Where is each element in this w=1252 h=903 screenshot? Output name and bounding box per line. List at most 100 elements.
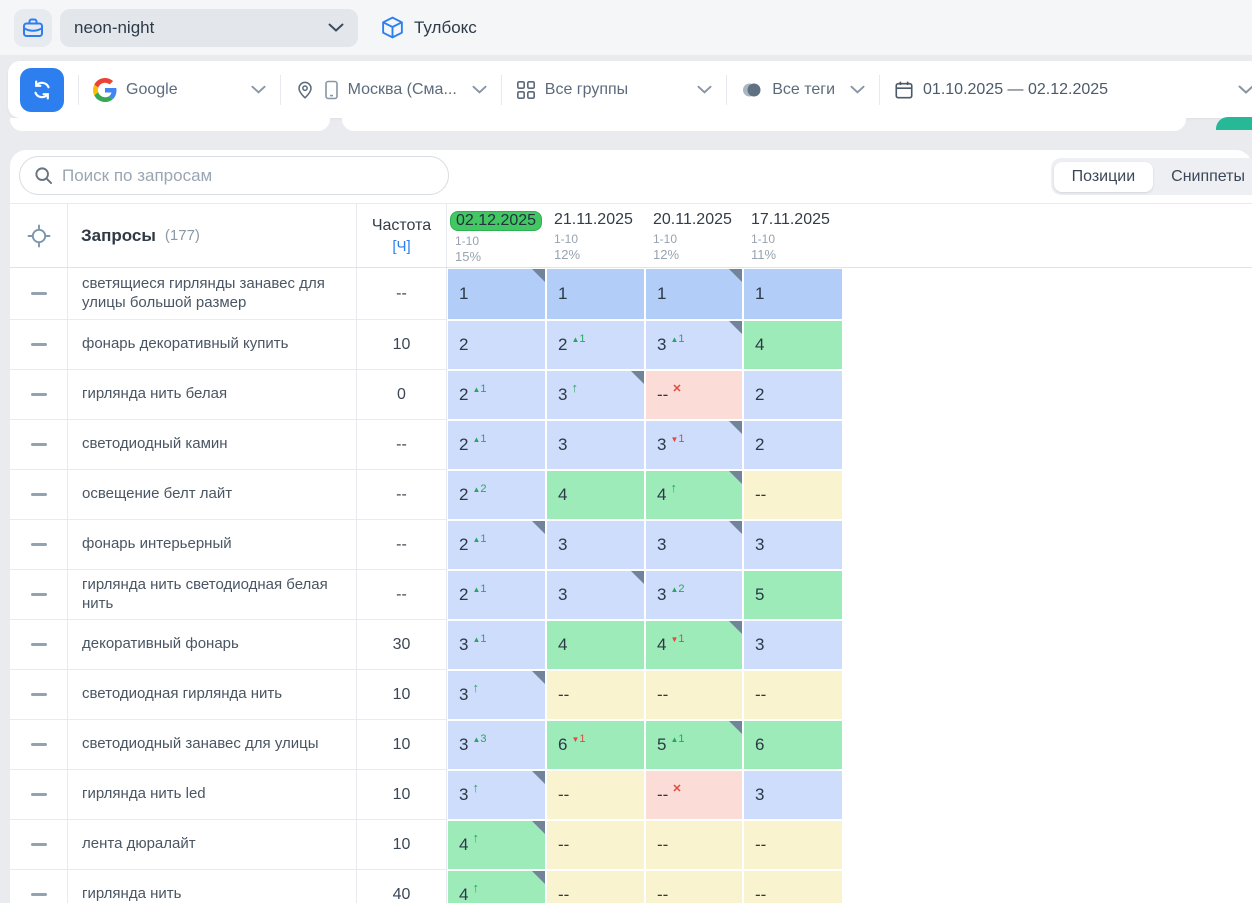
row-drag-handle[interactable] xyxy=(10,720,68,770)
position-value-box[interactable]: -- xyxy=(646,871,742,903)
query-cell[interactable]: гирлянда нить xyxy=(68,870,357,903)
search-input[interactable] xyxy=(62,165,434,186)
row-drag-handle[interactable] xyxy=(10,520,68,570)
header-date-02.12.2025[interactable]: 02.12.2025 1-10 15% xyxy=(447,204,546,267)
row-drag-handle[interactable] xyxy=(10,570,68,620)
row-drag-handle[interactable] xyxy=(10,670,68,720)
query-cell[interactable]: декоративный фонарь xyxy=(68,620,357,670)
position-value-box[interactable]: 3 xyxy=(547,521,644,569)
position-value-box[interactable]: -- xyxy=(646,821,742,869)
search-engine-select[interactable]: Google xyxy=(93,77,266,102)
row-drag-handle[interactable] xyxy=(10,820,68,870)
tab-snippets[interactable]: Сниппеты xyxy=(1171,167,1245,185)
position-value-box[interactable]: 3 xyxy=(547,421,644,469)
position-value-box[interactable]: 2 ▲1 xyxy=(448,421,545,469)
header-date-20.11.2025[interactable]: 20.11.2025 1-10 12% xyxy=(645,204,743,267)
position-value-box[interactable]: 3 ↑ xyxy=(547,371,644,419)
target-crosshair-icon[interactable] xyxy=(26,223,52,249)
region-select[interactable]: Москва (Сма... xyxy=(295,80,487,100)
row-drag-handle[interactable] xyxy=(10,320,68,370)
position-value-box[interactable]: 2 ▲1 xyxy=(448,521,545,569)
query-cell[interactable]: светящиеся гирлянды занавес для улицы бо… xyxy=(68,268,357,320)
toolbox-menu[interactable]: Тулбокс xyxy=(380,15,477,40)
position-value-box[interactable]: 1 xyxy=(744,269,842,319)
position-value-box[interactable]: 4 ↑ xyxy=(646,471,742,519)
position-value-box[interactable]: 4 ↑ xyxy=(448,821,545,869)
position-value-box[interactable]: -- xyxy=(547,771,644,819)
position-value-box[interactable]: 3 ▲1 xyxy=(646,321,742,369)
row-drag-handle[interactable] xyxy=(10,620,68,670)
position-value-box[interactable]: 3 ↑ xyxy=(448,671,545,719)
position-value-box[interactable]: 2 ▲2 xyxy=(448,471,545,519)
position-value-box[interactable]: -- xyxy=(744,471,842,519)
position-value-box[interactable]: 3 xyxy=(547,571,644,619)
position-value-box[interactable]: 4 ↑ xyxy=(448,871,545,903)
row-drag-handle[interactable] xyxy=(10,420,68,470)
query-cell[interactable]: гирлянда нить светодиодная белая нить xyxy=(68,570,357,620)
row-drag-handle[interactable] xyxy=(10,370,68,420)
tags-select[interactable]: Все теги xyxy=(741,80,865,100)
position-value-box[interactable]: 3 ▲2 xyxy=(646,571,742,619)
position-value-box[interactable]: -- ✕ xyxy=(646,771,742,819)
query-cell[interactable]: светодиодная гирлянда нить xyxy=(68,670,357,720)
position-value-box[interactable]: 5 ▲1 xyxy=(646,721,742,769)
row-drag-handle[interactable] xyxy=(10,470,68,520)
position-value-box[interactable]: -- xyxy=(744,821,842,869)
position-value-box[interactable]: 2 xyxy=(744,421,842,469)
position-value-box[interactable]: 3 ▲3 xyxy=(448,721,545,769)
projects-button[interactable] xyxy=(14,8,52,47)
position-value-box[interactable]: -- xyxy=(547,821,644,869)
position-value-box[interactable]: 2 ▲1 xyxy=(448,371,545,419)
position-value-box[interactable]: -- xyxy=(744,871,842,903)
groups-select[interactable]: Все группы xyxy=(516,80,712,100)
position-value-box[interactable]: 3 xyxy=(646,521,742,569)
position-value-box[interactable]: -- xyxy=(646,671,742,719)
position-value-box[interactable]: -- xyxy=(547,671,644,719)
position-value-box[interactable]: 1 xyxy=(547,269,644,319)
position-value-box[interactable]: 1 xyxy=(646,269,742,319)
chevron-down-icon[interactable] xyxy=(1238,85,1252,94)
header-date-17.11.2025[interactable]: 17.11.2025 1-10 11% xyxy=(743,204,843,267)
query-cell[interactable]: светодиодный камин xyxy=(68,420,357,470)
position-value-box[interactable]: -- xyxy=(744,671,842,719)
position-value-box[interactable]: 3 xyxy=(744,621,842,669)
position-value-box[interactable]: 3 ▼1 xyxy=(646,421,742,469)
primary-button-partial[interactable] xyxy=(1216,117,1252,130)
date-range-select[interactable]: 01.10.2025 — 02.12.2025 xyxy=(894,80,1108,100)
frequency-link[interactable]: [Ч] xyxy=(392,237,411,255)
position-value-box[interactable]: 3 xyxy=(744,771,842,819)
row-drag-handle[interactable] xyxy=(10,870,68,903)
position-value-box[interactable]: 1 xyxy=(448,269,545,319)
row-drag-handle[interactable] xyxy=(10,770,68,820)
query-search[interactable] xyxy=(19,156,449,195)
position-value-box[interactable]: -- ✕ xyxy=(646,371,742,419)
position-value-box[interactable]: 3 ↑ xyxy=(448,771,545,819)
refresh-button[interactable] xyxy=(20,67,64,112)
position-value-box[interactable]: 6 xyxy=(744,721,842,769)
header-queries[interactable]: Запросы (177) xyxy=(68,204,357,267)
query-cell[interactable]: фонарь интерьерный xyxy=(68,520,357,570)
position-value-box[interactable]: 4 xyxy=(744,321,842,369)
row-drag-handle[interactable] xyxy=(10,268,68,320)
query-cell[interactable]: светодиодный занавес для улицы xyxy=(68,720,357,770)
position-value-box[interactable]: 6 ▼1 xyxy=(547,721,644,769)
position-value-box[interactable]: 2 xyxy=(448,321,545,369)
query-cell[interactable]: гирлянда нить led xyxy=(68,770,357,820)
position-value-box[interactable]: 4 xyxy=(547,471,644,519)
position-value-box[interactable]: 4 xyxy=(547,621,644,669)
query-cell[interactable]: фонарь декоративный купить xyxy=(68,320,357,370)
query-cell[interactable]: лента дюралайт xyxy=(68,820,357,870)
header-date-21.11.2025[interactable]: 21.11.2025 1-10 12% xyxy=(546,204,645,267)
project-select[interactable]: neon-night xyxy=(60,8,358,47)
position-value-box[interactable]: 2 xyxy=(744,371,842,419)
position-value-box[interactable]: -- xyxy=(547,871,644,903)
position-value-box[interactable]: 3 xyxy=(744,521,842,569)
query-cell[interactable]: освещение белт лайт xyxy=(68,470,357,520)
position-value-box[interactable]: 5 xyxy=(744,571,842,619)
position-value-box[interactable]: 4 ▼1 xyxy=(646,621,742,669)
position-value-box[interactable]: 2 ▲1 xyxy=(547,321,644,369)
tab-positions[interactable]: Позиции xyxy=(1053,161,1154,192)
query-cell[interactable]: гирлянда нить белая xyxy=(68,370,357,420)
position-value-box[interactable]: 3 ▲1 xyxy=(448,621,545,669)
position-value-box[interactable]: 2 ▲1 xyxy=(448,571,545,619)
